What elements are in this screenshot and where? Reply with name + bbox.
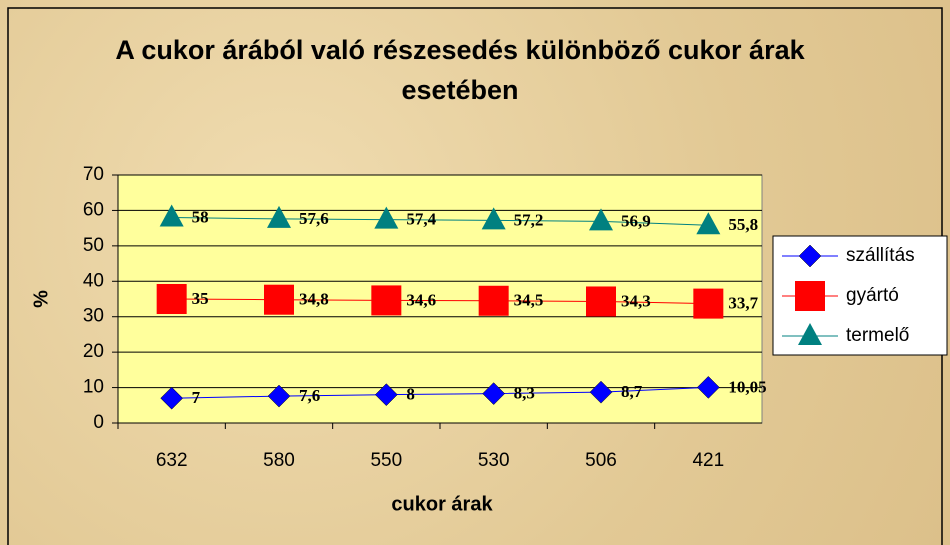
data-point — [160, 386, 184, 410]
legend-label: szállítás — [846, 245, 915, 266]
y-axis-label: % — [30, 290, 52, 308]
data-point — [267, 205, 291, 228]
y-tick-label: 40 — [83, 270, 104, 291]
data-label: 34,3 — [621, 291, 651, 310]
y-tick-label: 10 — [83, 377, 104, 398]
data-point — [589, 208, 613, 231]
data-label: 34,8 — [299, 290, 329, 309]
y-tick-label: 60 — [83, 199, 104, 220]
data-point — [156, 284, 187, 314]
series-line — [171, 386, 709, 399]
data-label: 56,9 — [621, 211, 651, 230]
legend-marker — [795, 281, 825, 311]
data-point — [371, 285, 402, 316]
data-label: 55,8 — [728, 215, 758, 234]
x-tick-label: 580 — [263, 450, 295, 471]
y-tick-label: 0 — [93, 412, 104, 433]
data-point — [374, 206, 399, 229]
data-point — [374, 383, 398, 407]
data-point — [696, 376, 720, 399]
x-tick-label: 632 — [156, 450, 188, 471]
data-point — [482, 382, 506, 405]
data-label: 7 — [192, 388, 201, 407]
legend-marker — [798, 244, 822, 268]
data-point — [264, 284, 294, 315]
data-label: 57,2 — [514, 210, 544, 229]
legend-label: termelő — [846, 325, 909, 346]
data-point — [586, 286, 616, 317]
series-line — [171, 298, 709, 305]
data-point — [696, 212, 721, 235]
data-label: 57,4 — [406, 210, 436, 229]
y-tick-label: 30 — [83, 306, 104, 327]
x-tick-label: 550 — [370, 450, 402, 471]
data-label: 8,7 — [621, 382, 643, 401]
data-label: 7,6 — [299, 386, 320, 405]
data-label: 34,6 — [406, 290, 436, 309]
legend-label: gyártó — [846, 285, 899, 306]
legend-marker — [798, 323, 822, 345]
x-tick-label: 421 — [692, 450, 724, 471]
x-axis-label: cukor árak — [391, 493, 493, 515]
x-tick-label: 530 — [478, 450, 510, 471]
series-line — [171, 217, 709, 226]
data-point — [693, 288, 724, 319]
data-point — [481, 207, 506, 230]
data-label: 57,6 — [299, 209, 329, 228]
x-tick-label: 506 — [585, 450, 617, 471]
data-label: 10,05 — [728, 377, 766, 396]
data-point — [478, 285, 509, 316]
y-tick-label: 50 — [83, 235, 104, 256]
chart-title: A cukor árából való részesedés különböző… — [115, 35, 805, 105]
data-label: 8,3 — [514, 384, 535, 403]
data-label: 33,7 — [728, 294, 758, 313]
data-label: 34,5 — [514, 291, 544, 310]
data-point — [159, 204, 184, 227]
data-label: 58 — [192, 207, 209, 226]
data-label: 8 — [406, 385, 415, 404]
data-label: 35 — [192, 289, 209, 308]
data-point — [267, 384, 291, 408]
y-tick-label: 70 — [83, 164, 104, 185]
y-tick-label: 20 — [83, 341, 104, 362]
data-point — [589, 380, 613, 404]
